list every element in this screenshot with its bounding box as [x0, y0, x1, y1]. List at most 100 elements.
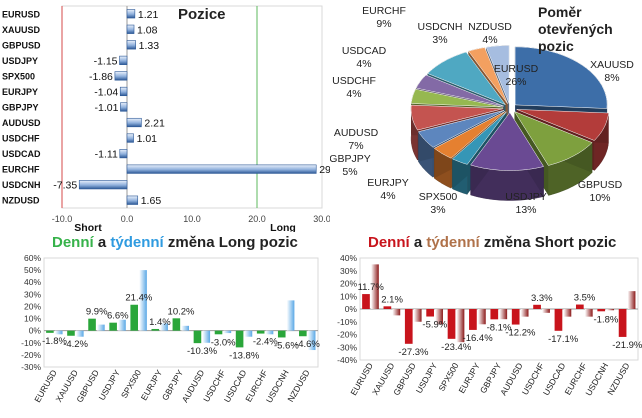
data-label: -27.3% [398, 347, 429, 358]
data-label: 1.08 [137, 24, 158, 36]
daily-bar [554, 309, 563, 331]
weekly-bar [139, 270, 147, 331]
pie-value-label: 9% [376, 18, 391, 30]
data-label: -17.1% [548, 334, 579, 345]
pie-slice [410, 104, 504, 131]
long-change-bar-chart: 60%50%40%30%20%10%0%-10%-20%-30%-1.8%EUR… [21, 253, 320, 405]
daily-bar [597, 309, 606, 312]
daily-bar [469, 309, 477, 330]
y-tick-label: 0% [345, 304, 358, 314]
data-label: 2.21 [144, 118, 165, 130]
pie-slice [427, 51, 507, 106]
tick-label: 10.0 [183, 214, 201, 224]
short-annotation: Short [74, 222, 102, 232]
weekly-bar [520, 309, 529, 317]
y-tick-label: 10% [340, 291, 357, 301]
category-label: GBPUSD [2, 40, 41, 50]
data-label: -1.15 [94, 55, 118, 67]
long-annotation: Long [270, 222, 296, 232]
pie-value-label: 4% [482, 34, 497, 46]
positions-chart-title: Pozice [178, 6, 226, 23]
data-label: -13.8% [229, 350, 260, 361]
pie-slice [516, 109, 609, 141]
y-tick-label: 10% [24, 314, 41, 324]
category-label: NZDUSD [2, 196, 40, 206]
pie-slice [468, 47, 508, 104]
data-label: -1.8% [594, 314, 619, 325]
positions-bar-chart: EURUSD 1.21 XAUUSD 1.08 GBPUSD 1.33 USDJPY -1.1… [2, 5, 345, 234]
plot-area-frame [43, 257, 319, 368]
y-tick-label: 50% [24, 265, 41, 275]
weekly-bar [223, 330, 232, 334]
pie-value-label: 3% [432, 34, 447, 46]
pie-label: USDJPY [505, 191, 546, 203]
long-title-weekly: týdenní [110, 234, 164, 251]
bar [126, 9, 136, 19]
daily-bar [299, 330, 307, 337]
data-label: -1.11 [95, 149, 118, 161]
bar [126, 40, 136, 50]
bar [119, 55, 128, 65]
bar [119, 149, 128, 159]
weekly-bar [244, 330, 253, 337]
short-change-panel: Denní a týdenní změna Short pozic 40% 30%… [322, 232, 642, 413]
pie-slice [514, 46, 608, 109]
data-label: -4.2% [63, 339, 88, 350]
y-tick-label: 30% [24, 289, 41, 299]
short-title-and: a [409, 234, 427, 251]
daily-bar [490, 309, 499, 320]
x-tick-label: USDJPY [414, 361, 440, 395]
category-label: XAUUSD [2, 25, 41, 35]
weekly-bar [413, 309, 422, 322]
weekly-bar [97, 324, 105, 331]
pie-label: SPX500 [419, 191, 458, 203]
category-label: USDCAD [2, 149, 41, 159]
data-label: -23.4% [441, 342, 472, 353]
data-label: 1.65 [141, 195, 162, 207]
data-label: -1.04 [94, 86, 118, 98]
data-label: 29.11 [319, 164, 330, 176]
bar [126, 164, 317, 174]
bar [126, 117, 142, 128]
data-label: 21.4% [125, 293, 152, 304]
weekly-bar [286, 300, 295, 331]
pie-label: EURJPY [367, 177, 408, 189]
y-tick-label: -30% [21, 362, 41, 372]
y-tick-label: 60% [24, 253, 41, 263]
data-label: -2.4% [253, 337, 278, 348]
daily-bar [109, 322, 117, 331]
daily-bar [88, 318, 96, 331]
pie-label: USDCHF [332, 75, 376, 87]
short-title-rest: změna Short pozic [479, 234, 617, 251]
y-tick-label: 30% [340, 266, 357, 276]
data-label: -3.0% [211, 337, 236, 348]
category-label: EURCHF [2, 165, 40, 175]
pie-value-label: 4% [346, 88, 361, 100]
data-label: 10.2% [168, 306, 195, 317]
data-label: -12.2% [505, 328, 536, 339]
daily-bar [362, 294, 370, 309]
pie-label: EURCHF [362, 5, 406, 17]
data-label: 6.6% [107, 311, 129, 322]
pie-slice [513, 110, 593, 166]
data-label: 1.21 [138, 9, 159, 21]
weekly-bar [563, 309, 572, 317]
pie-value-label: 7% [348, 140, 363, 152]
y-tick-label: -30% [337, 342, 357, 352]
data-label: -5.9% [422, 320, 447, 331]
pie-slice [470, 112, 544, 171]
pie-label: GBPUSD [578, 179, 623, 191]
daily-bar [383, 306, 392, 309]
bar [126, 195, 139, 205]
weekly-bar [478, 309, 486, 325]
category-label: EURUSD [2, 9, 41, 19]
y-tick-label: 20% [24, 301, 41, 311]
y-tick-label: -40% [337, 355, 357, 365]
pie-label: AUDUSD [334, 127, 379, 139]
data-label: -1.01 [94, 102, 118, 114]
pie-value-label: 4% [356, 58, 371, 70]
weekly-bar [435, 309, 443, 325]
y-tick-label: 0% [29, 326, 42, 336]
daily-bar [277, 330, 286, 338]
data-label: -10.3% [187, 346, 218, 357]
